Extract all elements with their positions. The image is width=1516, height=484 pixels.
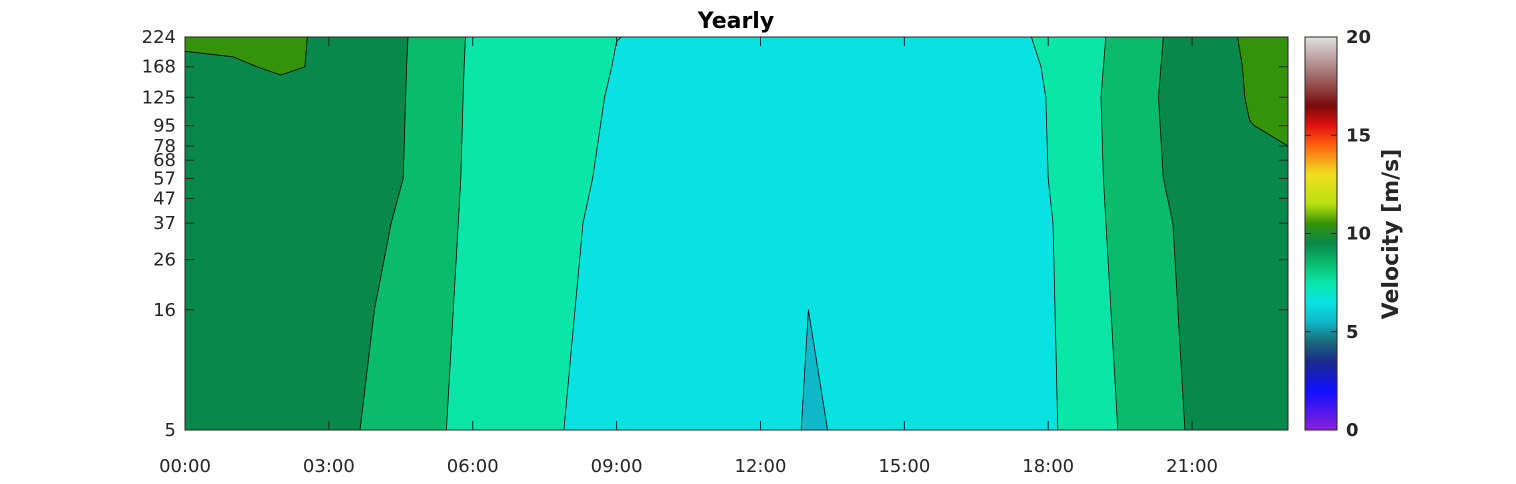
y-tick-label: 125 [142,87,176,108]
y-tick-label: 47 [153,188,176,209]
y-tick-label: 78 [153,136,176,157]
x-tick-label: 09:00 [591,456,643,477]
y-tick-label: 5 [165,420,176,441]
x-axis: 00:00 03:00 06:00 09:00 12:00 15:00 18:00 21:00 [159,37,1218,477]
velocity-band-2 [1237,37,1288,147]
colorbar-tick-label: 10 [1346,224,1371,245]
x-tick-label: 21:00 [1166,456,1218,477]
x-tick-label: 18:00 [1022,456,1074,477]
x-tick-label: 06:00 [447,456,499,477]
x-tick-label: 12:00 [735,456,787,477]
contour-bands [185,37,1288,430]
y-tick-label: 224 [142,27,176,48]
plot-frame [184,36,1289,431]
y-tick-label: 37 [153,213,176,234]
y-tick-label: 168 [142,57,176,78]
y-tick-label: 16 [153,300,176,321]
x-tick-label: 15:00 [878,456,930,477]
x-tick-label: 03:00 [303,456,355,477]
velocity-band-5 [563,37,1059,430]
colorbar-ticks: 0 5 10 15 20 [1305,27,1371,441]
x-tick-label: 00:00 [159,456,211,477]
y-tick-label: 68 [153,150,176,171]
colorbar-tick-label: 5 [1346,322,1359,343]
y-tick-label: 26 [153,250,176,271]
velocity-band-6 [800,309,829,430]
colorbar-tick-label: 0 [1346,420,1359,441]
y-tick-label: 95 [153,116,176,137]
chart-title: Yearly [697,9,774,34]
colorbar-label: Velocity [m/s] [1379,149,1404,320]
y-tick-label: 57 [153,168,176,189]
colorbar-tick-label: 20 [1346,27,1371,48]
colorbar-tick-label: 15 [1346,125,1371,146]
velocity-band-1 [185,37,308,76]
